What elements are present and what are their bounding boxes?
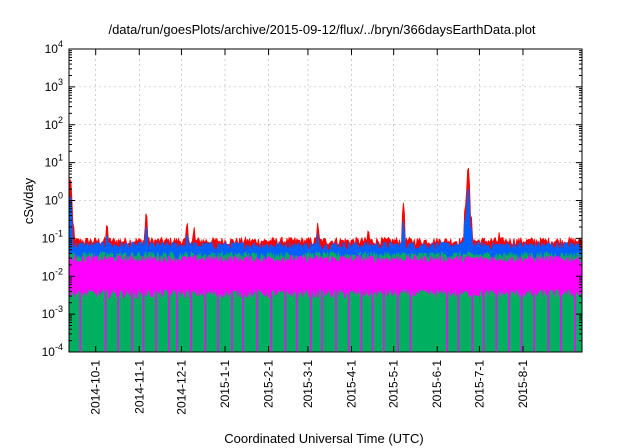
x-tick-label: 2015-3-1 bbox=[301, 360, 315, 408]
y-tick-label: 104 bbox=[45, 39, 63, 56]
chart-title: /data/run/goesPlots/archive/2015-09-12/f… bbox=[108, 22, 535, 37]
y-tick-label: 10-4 bbox=[42, 342, 63, 359]
x-axis-label: Coordinated Universal Time (UTC) bbox=[224, 431, 423, 446]
x-tick-label: 2014-12-1 bbox=[174, 360, 188, 415]
x-tick-label: 2015-2-1 bbox=[262, 360, 276, 408]
y-tick-label: 10-1 bbox=[42, 228, 63, 245]
x-tick-label: 2015-5-1 bbox=[387, 360, 401, 408]
x-tick-label: 2015-1-1 bbox=[218, 360, 232, 408]
x-tick-label: 2015-4-1 bbox=[345, 360, 359, 408]
y-axis-label: cSv/day bbox=[21, 177, 36, 224]
x-tick-label: 2015-8-1 bbox=[516, 360, 530, 408]
axis-ticks bbox=[69, 48, 582, 353]
series-band-edge bbox=[69, 289, 582, 300]
y-tick-label: 101 bbox=[45, 153, 63, 170]
x-axis-tick-labels: 2014-10-1 2014-11-1 2014-12-1 2015-1-1 2015-… bbox=[89, 360, 530, 415]
series-layer bbox=[69, 167, 582, 352]
y-tick-label: 103 bbox=[45, 77, 63, 94]
x-tick-label: 2014-11-1 bbox=[132, 360, 146, 414]
y-tick-label: 100 bbox=[45, 191, 63, 208]
series-band bbox=[69, 254, 582, 290]
y-axis-tick-labels: 10-4 10-3 10-2 10-1 100 101 102 103 104 bbox=[42, 39, 63, 359]
x-tick-label: 2014-10-1 bbox=[89, 360, 103, 415]
y-tick-label: 10-3 bbox=[42, 304, 63, 321]
y-tick-label: 102 bbox=[45, 115, 63, 132]
x-tick-label: 2015-6-1 bbox=[430, 360, 444, 408]
x-tick-label: 2015-7-1 bbox=[472, 360, 486, 408]
y-tick-label: 10-2 bbox=[42, 266, 63, 283]
